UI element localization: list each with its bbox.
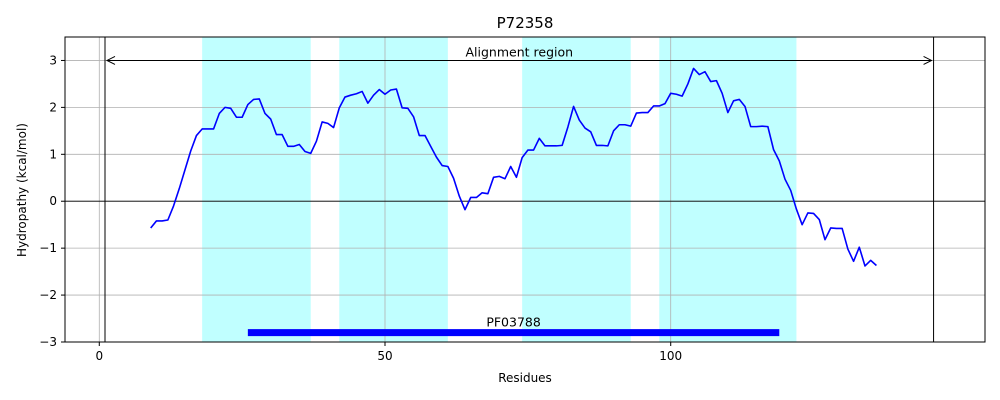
- y-tick-label-1: 1: [49, 147, 57, 161]
- x-tick-label-0: 0: [95, 349, 103, 363]
- domain-bar: [247, 329, 780, 337]
- y-tick-label--2: −2: [39, 288, 57, 302]
- axis-ticks: 0 50 100 −3 −2 −1 0 1 2 3: [39, 53, 682, 363]
- domain-bar-group: PF03788: [247, 315, 780, 337]
- tm-region-1: [202, 37, 311, 342]
- alignment-region-label: Alignment region: [466, 44, 574, 59]
- tm-regions: [202, 37, 797, 342]
- alignment-arrowhead-left: [105, 56, 116, 65]
- y-axis-label: Hydropathy (kcal/mol): [15, 123, 29, 257]
- tm-region-3: [522, 37, 631, 342]
- x-tick-label-50: 50: [377, 349, 392, 363]
- domain-label: PF03788: [486, 315, 541, 330]
- tm-region-4: [659, 37, 797, 342]
- alignment-arrowhead-right: [923, 56, 933, 65]
- x-tick-label-100: 100: [659, 349, 682, 363]
- plot-frame: [64, 36, 986, 343]
- x-axis-label: Residues: [498, 371, 552, 385]
- y-tick-label--1: −1: [39, 241, 57, 255]
- tm-region-2: [339, 37, 448, 342]
- y-tick-label-3: 3: [49, 53, 57, 67]
- hydropathy-line-1: [150, 67, 877, 267]
- y-tick-label--3: −3: [39, 335, 57, 349]
- alignment-region: Alignment region: [104, 37, 935, 342]
- y-tick-label-0: 0: [49, 194, 57, 208]
- hydropathy-series: [150, 67, 877, 267]
- plot-frame-border: [64, 36, 986, 343]
- chart-title: P72358: [497, 14, 554, 32]
- y-tick-label-2: 2: [49, 100, 57, 114]
